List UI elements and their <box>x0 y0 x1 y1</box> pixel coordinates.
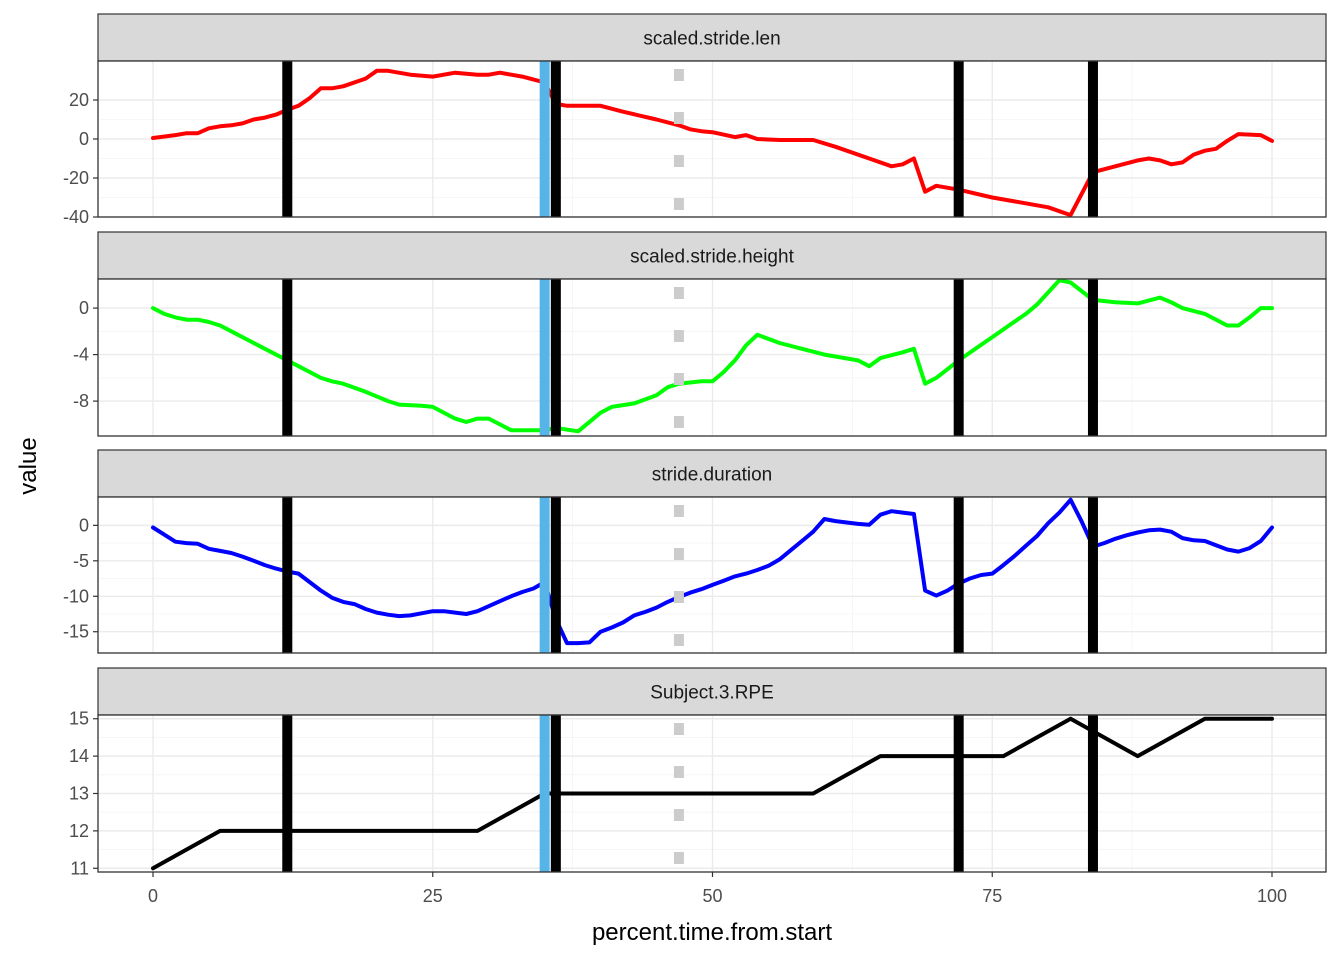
y-tick-label: 0 <box>79 298 89 318</box>
series-line <box>151 497 1274 646</box>
y-tick-label: 14 <box>69 746 89 766</box>
facet-strip-label: scaled.stride.height <box>630 247 794 268</box>
panel-border <box>97 60 1327 218</box>
series-line <box>151 716 1274 871</box>
panel-content <box>151 497 1274 653</box>
x-tick-label: 25 <box>423 886 443 906</box>
facet-strip <box>97 667 1327 716</box>
facet-strip-label: Subject.3.RPE <box>650 683 774 704</box>
y-tick-label: 20 <box>69 90 89 110</box>
facet-strip-label: stride.duration <box>652 465 772 486</box>
facet-panel: scaled.stride.height 0 -4 -8 <box>73 231 1327 437</box>
facet-strip-label: scaled.stride.len <box>643 29 780 50</box>
y-tick-label: 0 <box>79 515 89 535</box>
y-tick-label: 15 <box>69 709 89 729</box>
panel-border <box>97 496 1327 654</box>
facet-panels: scaled.stride.len200-20-40scaled.stride.… <box>63 13 1327 878</box>
x-tick-label: 0 <box>148 886 158 906</box>
series-line <box>151 279 1274 434</box>
panel-content <box>151 61 1274 217</box>
y-tick-label: -20 <box>63 168 89 188</box>
panel-border <box>97 278 1327 437</box>
y-axis-title: value <box>15 437 42 494</box>
facet-panel: scaled.stride.len 20 0 -20 -40 <box>63 13 1327 227</box>
y-tick-label: -8 <box>73 391 89 411</box>
panel-content <box>151 715 1274 872</box>
y-tick-label: 12 <box>69 821 89 841</box>
facet-strip <box>97 449 1327 498</box>
x-tick-label: 100 <box>1257 886 1287 906</box>
x-tick-label: 50 <box>702 886 722 906</box>
y-tick-label: 13 <box>69 784 89 804</box>
y-tick-label: 11 <box>70 858 89 878</box>
y-tick-label: -4 <box>73 345 89 365</box>
x-axis-title: percent.time.from.start <box>592 919 832 946</box>
x-tick-label: 75 <box>982 886 1002 906</box>
facet-panel: Subject.3.RPE 15 14 13 12 11 <box>69 667 1327 878</box>
y-tick-label: 0 <box>79 129 89 149</box>
facet-strip <box>97 13 1327 62</box>
panel-content <box>151 279 1274 436</box>
facet-panel: stride.duration 0 -5 -10 -15 <box>63 449 1327 654</box>
y-tick-label: -5 <box>73 551 89 571</box>
x-axis: 0 25 50 75 100 <box>148 872 1287 906</box>
y-tick-label: -10 <box>63 586 89 606</box>
y-tick-label: -40 <box>63 207 89 227</box>
y-tick-label: -15 <box>63 622 89 642</box>
